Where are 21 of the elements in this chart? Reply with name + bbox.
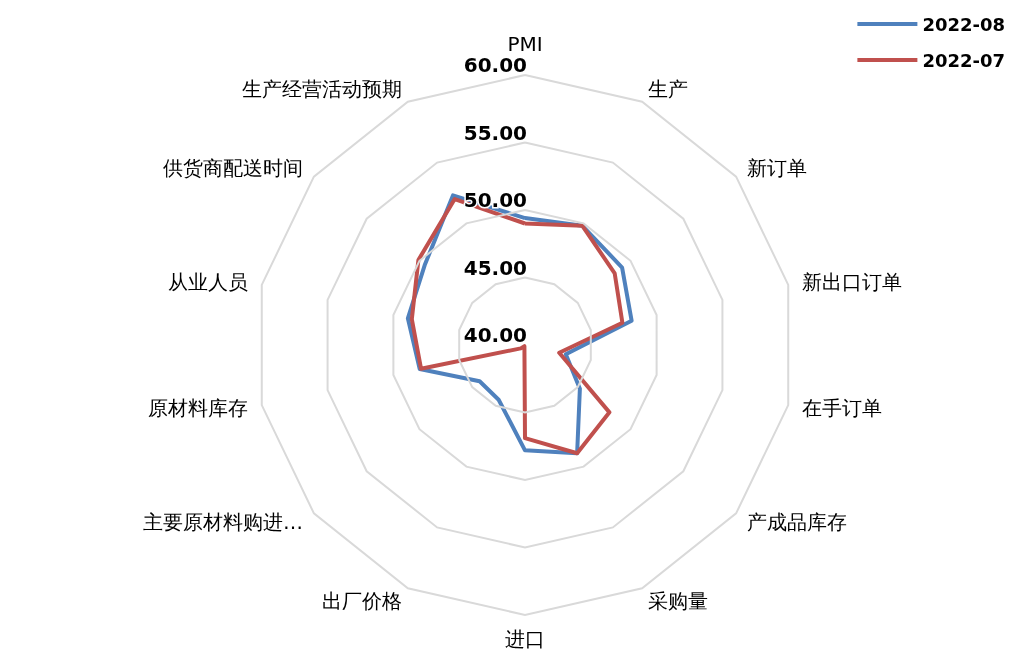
spoke-label: 新订单 bbox=[747, 155, 808, 180]
spoke-label: 生产 bbox=[648, 77, 689, 102]
spoke-label: 出厂价格 bbox=[321, 588, 402, 613]
legend-label: 2022-08 bbox=[922, 13, 1006, 35]
spoke-label: 新出口订单 bbox=[801, 269, 902, 294]
legend-label: 2022-07 bbox=[922, 49, 1006, 71]
spoke-label: 进口 bbox=[505, 627, 545, 651]
spoke-label: 供货商配送时间 bbox=[162, 155, 303, 180]
spoke-label: 产成品库存 bbox=[747, 510, 848, 535]
spoke-label: 从业人员 bbox=[168, 269, 249, 294]
y-tick-label: 40.00 bbox=[463, 323, 527, 347]
spoke-label: 在手订单 bbox=[801, 396, 882, 421]
y-tick-label: 50.00 bbox=[463, 188, 527, 212]
spoke-label: PMI bbox=[507, 31, 543, 56]
y-tick-label: 55.00 bbox=[463, 120, 527, 145]
spoke-label: 原材料库存 bbox=[148, 396, 249, 421]
spoke-label: 采购量 bbox=[648, 588, 709, 613]
spoke-label: 生产经营活动预期 bbox=[241, 77, 402, 102]
spoke-label: 主要原材料购进… bbox=[142, 510, 303, 535]
y-tick-label: 45.00 bbox=[463, 255, 527, 280]
y-tick-label: 60.00 bbox=[463, 53, 527, 77]
